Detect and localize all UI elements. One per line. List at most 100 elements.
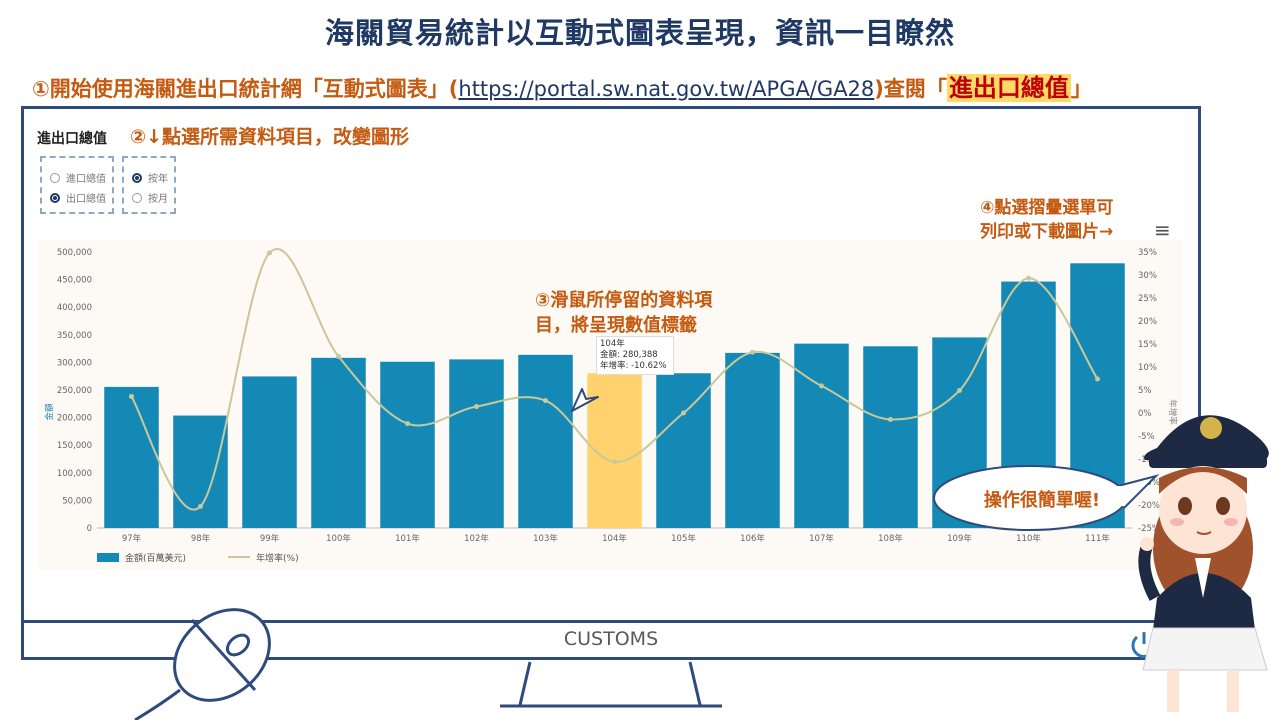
bar [794,343,849,528]
bar [104,386,159,528]
bar [242,376,297,528]
y-right-tick-label: 15% [1138,340,1157,350]
data-tooltip: 104年 金額: 280,388 年增率: -10.62% [596,336,674,375]
growth-rate-point [888,416,893,422]
x-tick-label: 108年 [878,533,903,544]
y-left-axis-label: 金額 [44,403,55,421]
tooltip-year: 104年 [600,339,625,349]
y-right-tick-label: -5% [1138,432,1155,442]
y-left-tick-label: 350,000 [57,331,92,341]
growth-rate-point [957,387,962,393]
radio-button-selected[interactable] [132,172,142,183]
step1-suffix: 」 [1070,77,1092,101]
y-right-tick-label: 25% [1138,294,1157,304]
period-radio-group: 按年 按月 [122,156,176,214]
y-right-tick-label: 5% [1138,386,1152,396]
radio-export-total[interactable]: 出口總值 [50,190,106,205]
bar [311,357,366,528]
radio-button-selected[interactable] [50,192,60,203]
legend-bar-swatch [97,553,119,562]
radio-by-month[interactable]: 按月 [132,190,168,205]
growth-rate-point [612,459,617,465]
customs-label: CUSTOMS [563,628,659,650]
step3-line: 目，將呈現數值標籤 [535,315,697,336]
step3-instruction: ③滑鼠所停留的資料項 目，將呈現數值標籤 [535,288,712,338]
y-left-tick-label: 0 [87,524,92,534]
bar [173,415,228,528]
y-left-tick-label: 400,000 [57,303,92,313]
growth-rate-point [1095,376,1100,382]
step1-instruction: ①開始使用海關進出口統計網「互動式圖表」(https://portal.sw.n… [32,68,1092,103]
tooltip-growth: 年增率: -10.62% [600,361,667,371]
radio-button[interactable] [50,172,60,183]
x-tick-label: 100年 [326,533,351,544]
growth-rate-point [336,353,341,359]
bar [656,373,711,528]
step1-highlight: 進出口總值 [946,74,1071,102]
y-right-tick-label: 35% [1138,248,1157,258]
y-left-tick-label: 150,000 [57,441,92,451]
x-tick-label: 110年 [1016,533,1041,544]
y-right-tick-label: 20% [1138,317,1157,327]
x-tick-label: 111年 [1085,533,1110,544]
growth-rate-point [543,398,548,404]
step1-prefix: ①開始使用海關進出口統計網「互動式圖表」( [32,77,459,101]
bar [725,352,780,528]
x-tick-label: 106年 [740,533,765,544]
y-left-tick-label: 100,000 [57,469,92,479]
y-right-tick-label: -20% [1138,501,1160,511]
step3-line: ③滑鼠所停留的資料項 [535,290,713,311]
radio-button[interactable] [132,192,142,203]
mouse-icon [134,608,271,720]
growth-rate-point [267,250,272,256]
customs-officer-mascot [1138,415,1269,712]
growth-rate-point [819,383,824,389]
growth-rate-point [405,421,410,427]
hamburger-menu-icon[interactable]: ≡ [1154,218,1171,242]
x-tick-label: 99年 [260,533,280,544]
bar [863,346,918,528]
y-right-tick-label: 10% [1138,363,1157,373]
bar [518,354,573,528]
bar [380,361,435,528]
x-tick-label: 104年 [602,533,627,544]
x-tick-label: 101年 [395,533,420,544]
bar [449,359,504,528]
legend-bar-label: 金額(百萬美元) [125,552,186,564]
y-left-tick-label: 450,000 [57,276,92,286]
growth-rate-point [681,410,686,416]
x-tick-label: 102年 [464,533,489,544]
speech-bubble-text: 操作很簡單喔! [983,490,1101,511]
page-title: 海關貿易統計以互動式圖表呈現，資訊一目瞭然 [324,16,955,50]
x-tick-label: 105年 [671,533,696,544]
tooltip-amount: 金額: 280,388 [600,350,658,360]
legend-line-label: 年增率(%) [256,552,299,564]
radio-by-year[interactable]: 按年 [132,170,168,185]
step4-instruction: ④點選摺疊選單可 列印或下載圖片→ [980,196,1113,244]
value-type-radio-group: 進口總值 出口總值 [40,156,114,214]
growth-rate-line [130,248,1099,511]
step1-middle: )查閱「 [874,77,947,101]
x-tick-label: 98年 [191,533,211,544]
x-tick-label: 107年 [809,533,834,544]
portal-link[interactable]: https://portal.sw.nat.gov.tw/APGA/GA28 [458,77,875,101]
step4-line: 列印或下載圖片→ [980,222,1114,242]
y-left-tick-label: 50,000 [62,496,92,506]
y-right-tick-label: -25% [1138,524,1160,534]
growth-rate-point [129,393,134,399]
x-tick-label: 103年 [533,533,558,544]
growth-rate-point [750,349,755,355]
step2-instruction: ②↓點選所需資料項目，改變圖形 [130,126,410,148]
growth-rate-point [474,404,479,410]
x-tick-label: 97年 [122,533,142,544]
y-right-axis-label: 年增率 [1167,399,1178,425]
cursor-arrow-icon [571,388,599,412]
step4-line: ④點選摺疊選單可 [980,198,1114,218]
y-right-tick-label: 0% [1138,409,1152,419]
speech-bubble [933,465,1160,531]
y-left-tick-label: 300,000 [57,358,92,368]
monitor-bezel [21,620,1201,660]
chart-title: 進出口總值 [37,131,107,147]
radio-import-total[interactable]: 進口總值 [50,170,106,185]
